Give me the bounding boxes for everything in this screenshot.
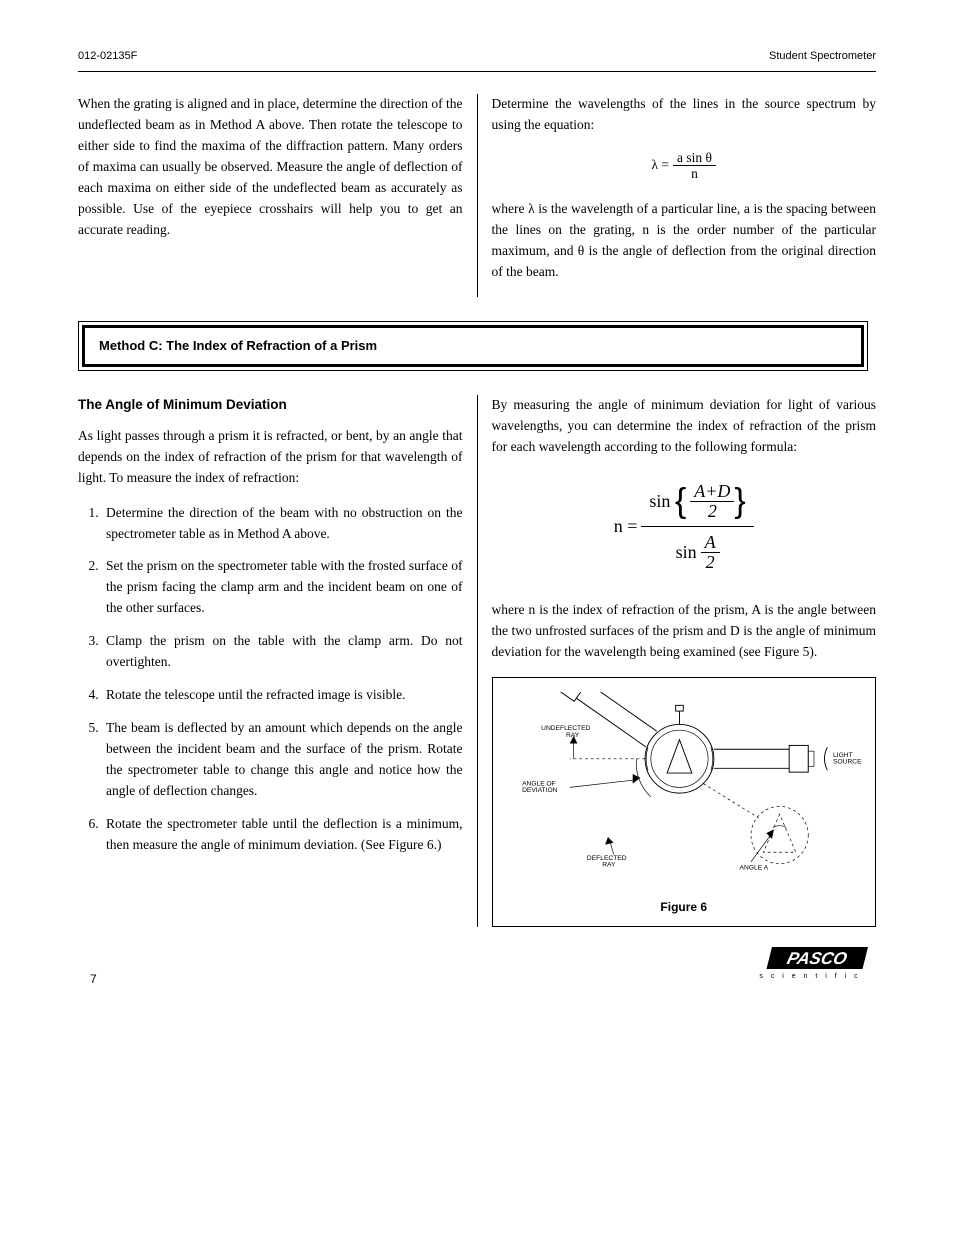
method-title: Method C: The Index of Refraction of a P… <box>82 325 864 367</box>
eq2-den-inner-d: 2 <box>702 553 719 572</box>
label-deflected: DEFLECTEDRAY <box>586 855 626 869</box>
figure-6: LIGHTSOURCE UNDEFLECTEDRAY ANGLE OFDEVIA… <box>492 677 877 927</box>
svg-text:PASCO: PASCO <box>785 949 850 969</box>
s2-right-p2: where n is the index of refraction of th… <box>492 600 877 663</box>
s1-right-p1: Determine the wavelengths of the lines i… <box>492 94 877 136</box>
equation-wavelength: λ = a sin θ n <box>492 150 877 181</box>
section2-left-col: The Angle of Minimum Deviation As light … <box>78 395 478 927</box>
eq2-lhs: n = <box>614 513 638 541</box>
eq2-num-innerfrac: A+D 2 <box>690 482 734 521</box>
svg-text:s c i e n t i f i c: s c i e n t i f i c <box>759 973 860 980</box>
eq1-fraction: a sin θ n <box>673 150 716 181</box>
header-rule <box>78 71 876 72</box>
label-light-source: LIGHTSOURCE <box>833 752 862 766</box>
step-1: Determine the direction of the beam with… <box>102 503 463 545</box>
eq1-den: n <box>687 166 702 181</box>
s2-left-intro: As light passes through a prism it is re… <box>78 426 463 489</box>
step-6: Rotate the spectrometer table until the … <box>102 814 463 856</box>
subhead-min-dev: The Angle of Minimum Deviation <box>78 395 463 416</box>
eq2-num-inner-n: A+D <box>690 482 734 502</box>
s1-left-p1: When the grating is aligned and in place… <box>78 94 463 240</box>
step-3: Clamp the prism on the table with the cl… <box>102 631 463 673</box>
method-box: Method C: The Index of Refraction of a P… <box>78 321 876 371</box>
eq2-den-innerfrac: A 2 <box>701 533 720 572</box>
section1-right-col: Determine the wavelengths of the lines i… <box>478 94 877 297</box>
header-left: 012-02135F <box>78 48 137 65</box>
header-right: Student Spectrometer <box>769 48 876 65</box>
eq2-fraction: sin { A+D 2 } sin A 2 <box>641 476 753 579</box>
right-brace-icon: } <box>734 484 745 518</box>
spectrometer-diagram: LIGHTSOURCE UNDEFLECTEDRAY ANGLE OFDEVIA… <box>503 692 865 883</box>
step-4: Rotate the telescope until the refracted… <box>102 685 463 706</box>
eq1-lhs: λ = <box>651 155 669 176</box>
label-undeflected: UNDEFLECTEDRAY <box>541 725 590 739</box>
section1-left-col: When the grating is aligned and in place… <box>78 94 478 297</box>
eq2-num-sin: sin <box>649 492 670 511</box>
section-grating: When the grating is aligned and in place… <box>78 94 876 297</box>
s2-right-p1: By measuring the angle of minimum deviat… <box>492 395 877 458</box>
page-footer: 7 PASCO s c i e n t i f i c <box>78 947 876 988</box>
left-brace-icon: { <box>675 484 686 518</box>
eq2-den-inner-n: A <box>701 533 720 553</box>
s1-right-p2: where λ is the wavelength of a particula… <box>492 199 877 283</box>
eq2-den-sin: sin <box>676 543 697 562</box>
section-prism: The Angle of Minimum Deviation As light … <box>78 395 876 927</box>
step-2: Set the prism on the spectrometer table … <box>102 556 463 619</box>
equation-refraction: n = sin { A+D 2 } sin <box>492 476 877 579</box>
eq2-num-inner-d: 2 <box>704 502 721 521</box>
pasco-logo: PASCO s c i e n t i f i c <box>756 947 876 988</box>
label-angle-dev: ANGLE OFDEVIATION <box>522 781 558 795</box>
page-header: 012-02135F Student Spectrometer <box>78 48 876 65</box>
step-5: The beam is deflected by an amount which… <box>102 718 463 802</box>
procedure-list: Determine the direction of the beam with… <box>78 503 463 856</box>
section2-right-col: By measuring the angle of minimum deviat… <box>478 395 877 927</box>
page-number: 7 <box>90 970 97 989</box>
eq1-num: a sin θ <box>673 150 716 166</box>
label-angle-a: ANGLE A <box>739 864 768 871</box>
figure-caption: Figure 6 <box>503 898 866 917</box>
